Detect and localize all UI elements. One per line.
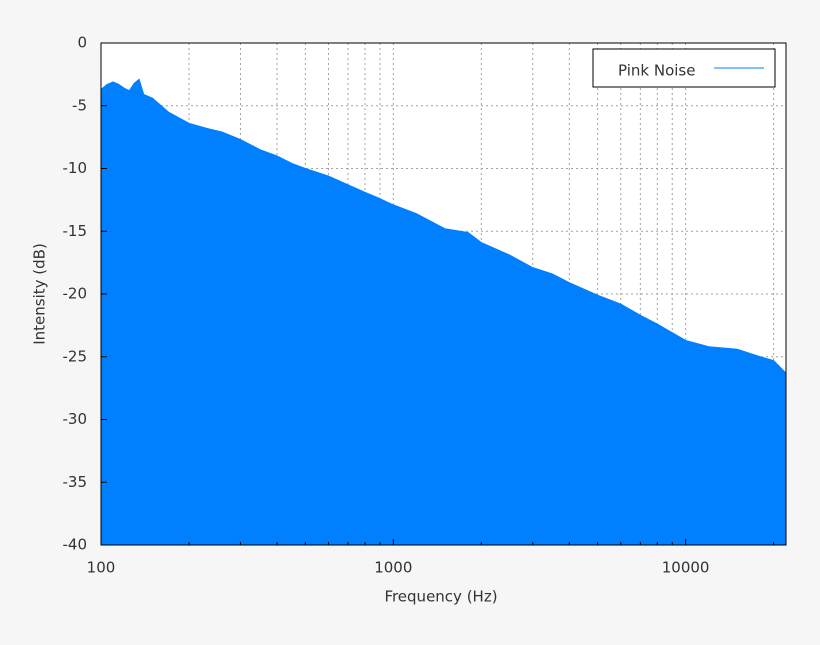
y-tick-label: -5 bbox=[72, 96, 87, 114]
y-tick-label: -10 bbox=[63, 159, 88, 177]
x-tick-label: 100 bbox=[87, 559, 116, 577]
x-tick-label: 1000 bbox=[374, 559, 412, 577]
x-tick-label: 10000 bbox=[662, 559, 710, 577]
legend: Pink Noise bbox=[592, 48, 776, 88]
area-fill bbox=[101, 79, 786, 546]
y-axis-label: Intensity (dB) bbox=[31, 243, 49, 345]
x-axis-label: Frequency (Hz) bbox=[384, 588, 497, 606]
y-tick-label: 0 bbox=[77, 34, 87, 52]
y-tick-label: -15 bbox=[63, 222, 88, 240]
y-tick-label: -30 bbox=[63, 410, 88, 428]
y-tick-label: -35 bbox=[63, 473, 88, 491]
y-tick-label: -25 bbox=[63, 347, 88, 365]
legend-label: Pink Noise bbox=[618, 62, 695, 80]
y-tick-label: -20 bbox=[63, 285, 88, 303]
plot bbox=[100, 78, 787, 546]
y-tick-label: -40 bbox=[63, 536, 88, 554]
axes: -40 -35 -30 -25 -20 -15 -10 -5 0 100 1000 10000 bbox=[63, 34, 775, 577]
area-line bbox=[100, 78, 787, 374]
